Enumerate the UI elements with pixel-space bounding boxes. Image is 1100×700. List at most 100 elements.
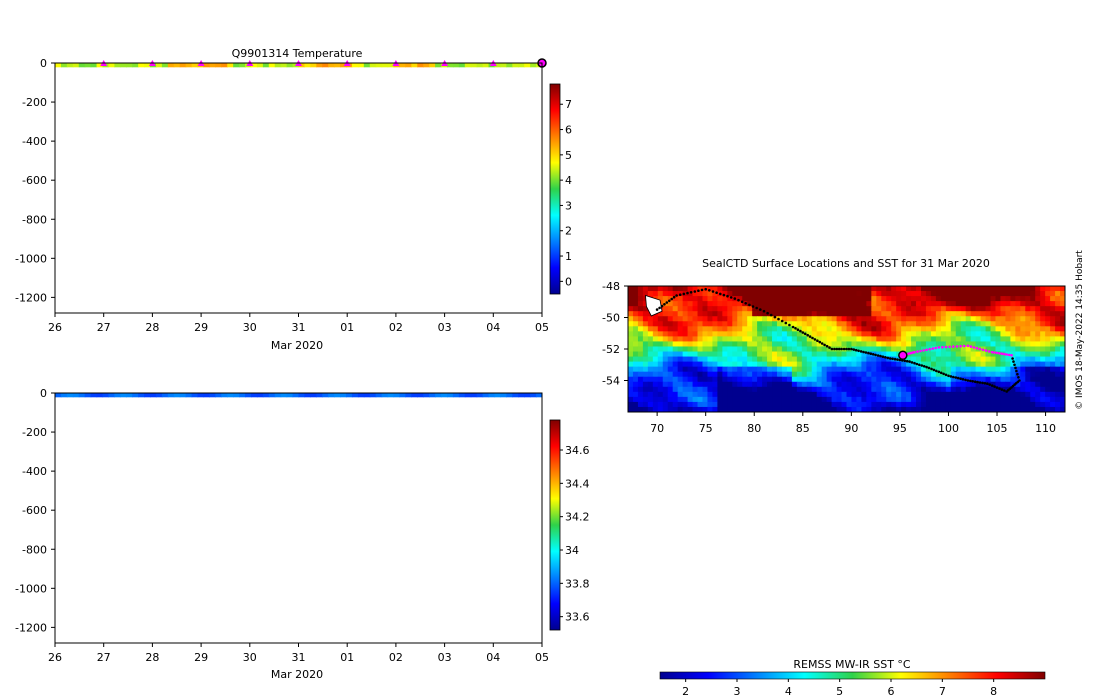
temperature-cell [465,4,472,8]
salinity-cell [114,385,121,389]
salinity-cell [328,237,335,241]
salinity-cell [150,385,157,389]
temperature-cell [138,0,145,1]
temperature-cell [471,16,478,20]
temperature-cell [394,0,401,1]
temperature-cell [203,28,210,32]
temperature-cell [85,0,92,1]
salinity-cell [322,264,329,268]
salinity-cell [91,264,98,268]
temperature-cell [346,8,353,12]
salinity-cell [168,248,175,252]
temperature-cell [186,20,193,24]
salinity-cell [293,256,300,260]
temperature-cell [103,32,110,36]
temperature-cell [310,32,317,36]
salinity-cell [239,303,246,307]
salinity-cell [263,350,270,354]
salinity-cell [269,280,276,284]
salinity-cell [293,288,300,292]
temperature-cell [340,40,347,44]
temperature-cell [465,16,472,20]
salinity-cell [120,291,127,295]
salinity-cell [144,303,151,307]
salinity-cell [221,323,228,327]
salinity-cell [180,350,187,354]
salinity-cell [340,346,347,350]
salinity-cell [328,315,335,319]
temperature-cell [174,16,181,20]
temperature-cell [67,4,74,8]
temperature-cell [394,28,401,32]
salinity-cell [186,245,193,249]
salinity-cell [227,291,234,295]
salinity-cell [281,385,288,389]
temperature-cell [275,32,282,36]
temperature-cell [334,40,341,44]
salinity-cell [198,252,205,256]
temperature-cell [494,16,501,20]
temperature-cell [518,55,525,59]
salinity-cell [316,381,323,385]
salinity-cell [299,315,306,319]
salinity-cell [257,268,264,272]
temperature-cell [411,0,418,1]
salinity-cell [281,248,288,252]
temperature-cell [245,0,252,1]
salinity-cell [73,350,80,354]
salinity-cell [209,346,216,350]
salinity-cell [79,338,86,342]
temperature-cell [423,47,430,51]
temperature-cell [352,12,359,16]
salinity-cell [85,342,92,346]
salinity-cell [209,276,216,280]
temperature-cell [251,16,258,20]
temperature-cell [186,24,193,28]
salinity-cell [287,241,294,245]
salinity-cell [55,272,62,276]
salinity-cell [126,354,133,358]
temperature-cell [299,20,306,24]
salinity-cell [257,295,264,299]
salinity-cell [180,342,187,346]
salinity-cell [79,366,86,370]
temperature-cell [399,12,406,16]
salinity-cell [103,299,110,303]
temperature-cell [79,55,86,59]
salinity-cell [334,248,341,252]
temperature-cell [518,47,525,51]
temperature-cell [67,0,74,1]
temperature-cell [536,28,543,32]
temperature-cell [370,0,377,1]
temperature-cell [174,28,181,32]
salinity-cell [138,288,145,292]
temperature-cell [483,1,490,5]
temperature-cell [132,20,139,24]
salinity-cell [275,248,282,252]
temperature-cell [91,28,98,32]
salinity-cell [150,373,157,377]
salinity-cell [120,381,127,385]
salinity-cell [257,362,264,366]
salinity-cell [114,327,121,331]
salinity-cell [132,284,139,288]
temperature-cell [245,32,252,36]
salinity-cell [239,264,246,268]
temperature-cell [78,63,86,68]
temperature-cell [156,51,163,55]
temperature-cell [447,55,454,59]
salinity-cell [257,264,264,268]
salinity-cell [55,393,62,398]
temperature-cell [180,47,187,51]
salinity-cell [126,233,133,237]
temperature-cell [280,63,288,68]
temperature-cell [364,24,371,28]
temperature-cell [84,63,92,68]
temperature-cell [168,36,175,40]
temperature-cell [97,0,104,1]
salinity-cell [233,377,240,381]
salinity-cell [299,288,306,292]
salinity-cell [103,303,110,307]
salinity-cell [251,303,258,307]
salinity-cell [340,334,347,338]
